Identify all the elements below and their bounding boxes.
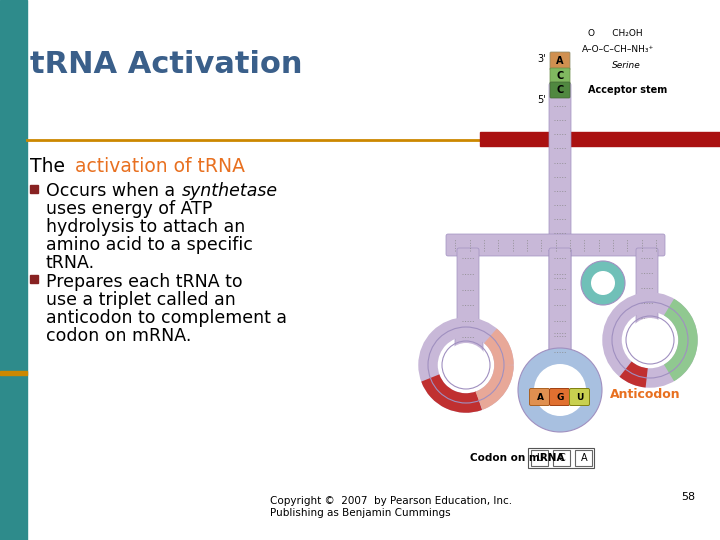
Text: G: G [557,393,564,402]
Text: Acceptor stem: Acceptor stem [588,85,667,95]
Text: C: C [557,71,564,81]
Text: Anticodon: Anticodon [610,388,680,402]
Text: 5': 5' [537,95,546,105]
FancyBboxPatch shape [457,248,479,347]
Text: tRNA Activation: tRNA Activation [30,50,302,79]
FancyBboxPatch shape [455,331,483,357]
FancyBboxPatch shape [636,248,658,327]
Bar [0,0,27,540]
Text: A–O–C–CH–NH₃⁺: A–O–C–CH–NH₃⁺ [582,44,654,53]
FancyBboxPatch shape [549,248,571,362]
Text: tRNA.: tRNA. [46,254,95,272]
FancyBboxPatch shape [529,388,549,406]
Bar [0,371,27,375]
Circle shape [591,271,615,295]
Text: A: A [581,453,588,463]
Text: hydrolysis to attach an: hydrolysis to attach an [46,218,246,236]
Text: 58: 58 [681,492,695,502]
Text: anticodon to complement a: anticodon to complement a [46,309,287,327]
FancyBboxPatch shape [570,388,590,406]
Circle shape [628,318,672,362]
FancyBboxPatch shape [549,83,571,242]
FancyBboxPatch shape [575,450,592,466]
FancyBboxPatch shape [550,52,570,70]
Text: Serine: Serine [612,60,641,70]
Text: Copyright ©  2007  by Pearson Education, Inc.
Publishing as Benjamin Cummings: Copyright © 2007 by Pearson Education, I… [270,496,512,518]
Text: amino acid to a specific: amino acid to a specific [46,236,253,254]
Text: C: C [559,453,565,463]
Text: A: A [557,56,564,66]
Text: use a triplet called an: use a triplet called an [46,291,235,309]
FancyBboxPatch shape [550,82,570,98]
Text: synthetase: synthetase [182,182,278,200]
Bar [30,185,38,193]
Bar [480,132,720,146]
Text: Occurs when a: Occurs when a [46,182,181,200]
FancyBboxPatch shape [531,450,548,466]
Text: codon on mRNA.: codon on mRNA. [46,327,192,345]
Text: 3': 3' [537,54,546,64]
Circle shape [534,364,586,416]
FancyBboxPatch shape [553,450,570,466]
Text: C: C [557,85,564,95]
Text: Codon on mRNA: Codon on mRNA [470,453,564,463]
Text: A: A [536,393,544,402]
Text: The: The [30,157,71,176]
FancyBboxPatch shape [549,250,571,360]
Bar [30,275,38,283]
Text: uses energy of ATP: uses energy of ATP [46,200,212,218]
FancyBboxPatch shape [549,388,570,406]
Circle shape [518,348,602,432]
Circle shape [444,343,488,387]
Text: U: U [576,393,584,402]
Text: Prepares each tRNA to: Prepares each tRNA to [46,273,243,291]
Text: O      CH₂OH: O CH₂OH [588,29,643,37]
FancyBboxPatch shape [550,68,570,84]
Text: U: U [536,453,544,463]
FancyBboxPatch shape [446,234,665,256]
Circle shape [581,261,625,305]
Text: activation of tRNA: activation of tRNA [75,157,245,176]
